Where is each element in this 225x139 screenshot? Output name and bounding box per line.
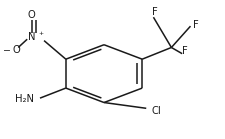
- Text: N: N: [28, 32, 35, 42]
- Text: O: O: [13, 44, 21, 54]
- Text: +: +: [38, 31, 43, 36]
- Text: F: F: [192, 20, 198, 30]
- Text: Cl: Cl: [151, 106, 161, 116]
- Text: H₂N: H₂N: [15, 94, 34, 104]
- Text: F: F: [181, 46, 187, 56]
- Text: F: F: [151, 7, 157, 17]
- Text: −: −: [3, 45, 11, 54]
- Text: O: O: [28, 10, 35, 20]
